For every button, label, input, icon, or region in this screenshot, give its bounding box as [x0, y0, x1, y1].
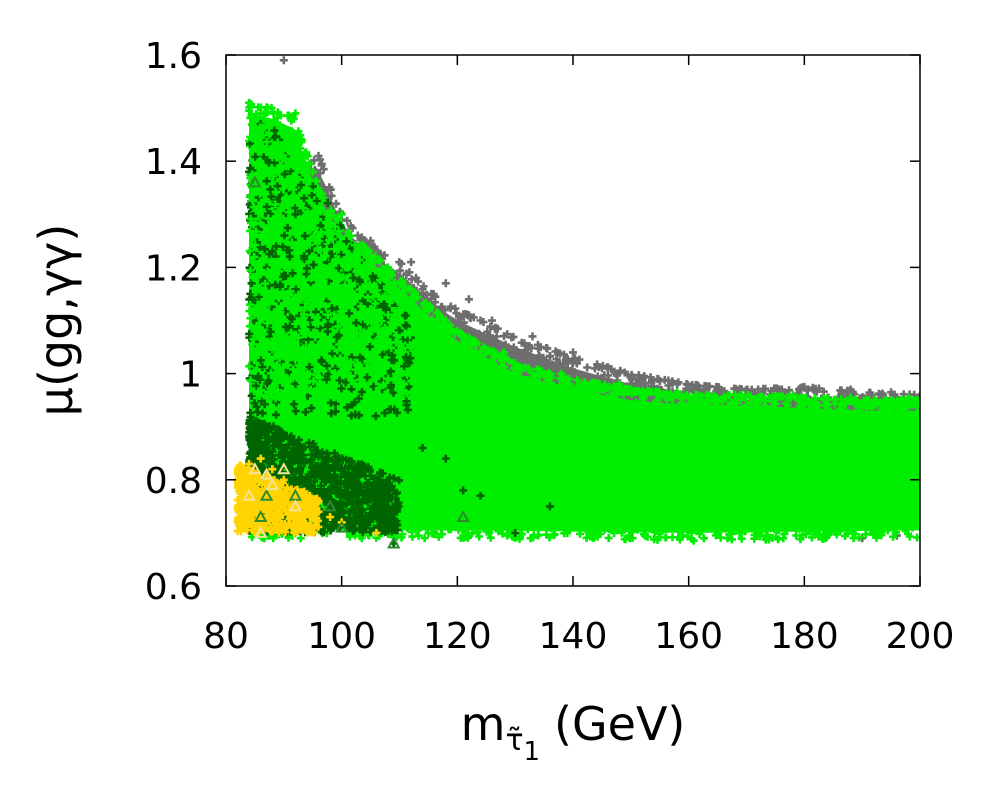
y-tick-label: 1.2 [145, 248, 202, 289]
x-tick-label: 200 [886, 616, 955, 657]
y-tick-label: 0.6 [145, 567, 202, 608]
y-tick-label: 1 [179, 355, 202, 396]
x-axis-label: mτ̃1 (GeV) [461, 697, 686, 767]
x-axis-tick-labels: 80 100 120 140 160 180 200 [203, 616, 954, 657]
x-tick-label: 100 [307, 616, 376, 657]
x-axis-label-sub-index: 1 [524, 737, 541, 767]
x-axis-label-main: m [461, 697, 506, 751]
triangles-light-points [242, 462, 303, 538]
data-points [233, 56, 920, 549]
y-axis-tick-labels: 0.6 0.8 1 1.2 1.4 1.6 [145, 36, 202, 608]
x-axis-label-sub-glyph: τ̃ [505, 723, 523, 758]
y-tick-label: 1.6 [145, 36, 202, 77]
x-tick-label: 140 [539, 616, 608, 657]
y-tick-label: 1.4 [145, 142, 202, 183]
bright-green-overlay-points [245, 103, 426, 403]
y-axis-label: μ(gg,γγ) [29, 224, 83, 417]
x-axis-label-unit: (GeV) [554, 697, 685, 751]
x-tick-label: 180 [770, 616, 839, 657]
x-tick-label: 80 [203, 616, 249, 657]
x-tick-label: 160 [654, 616, 723, 657]
x-tick-label: 120 [423, 616, 492, 657]
y-tick-label: 0.8 [145, 461, 202, 502]
axis-ticks [225, 54, 921, 587]
